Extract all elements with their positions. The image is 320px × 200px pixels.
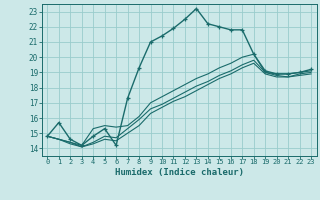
X-axis label: Humidex (Indice chaleur): Humidex (Indice chaleur)	[115, 168, 244, 177]
